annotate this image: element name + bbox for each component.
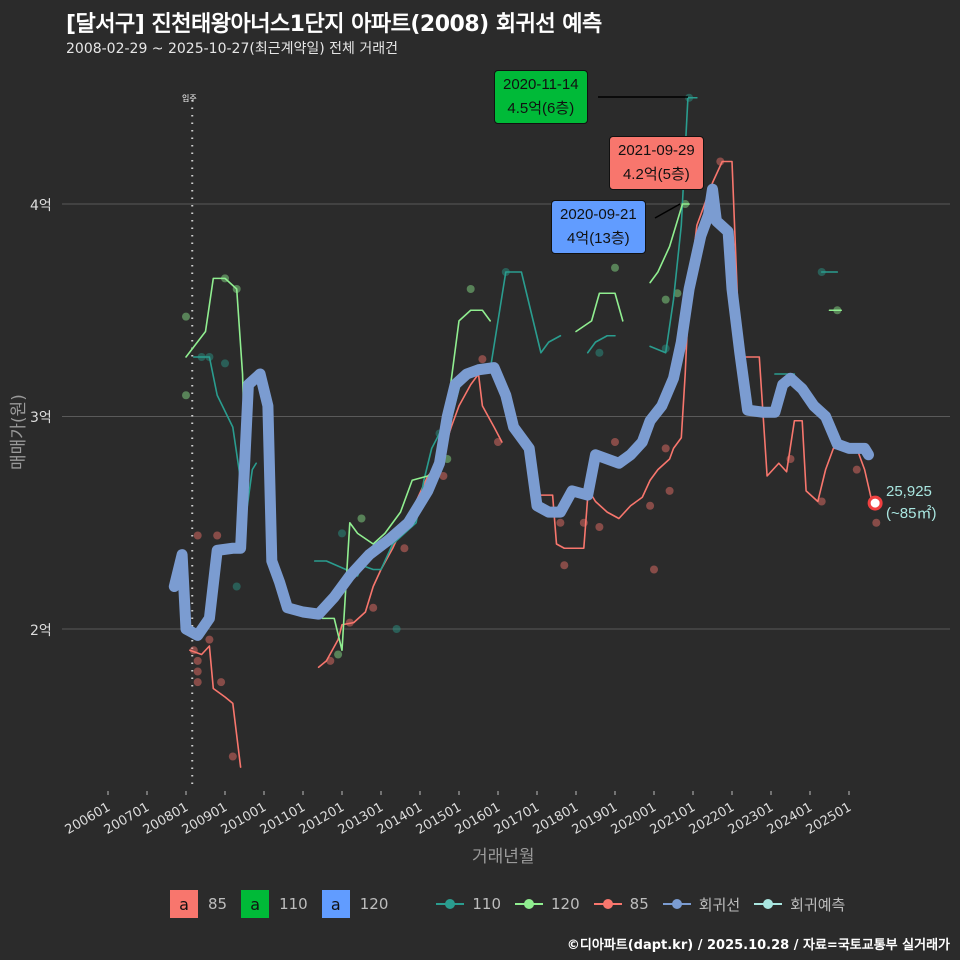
data-point	[560, 561, 569, 570]
legend-label-110: 110	[279, 895, 308, 913]
legend-label-forecast: 회귀예측	[790, 895, 846, 914]
data-point	[213, 531, 222, 540]
legend-box-120: a	[321, 890, 350, 918]
legend-box-110: a	[241, 890, 270, 918]
legend-line-label-110: 110	[472, 895, 502, 913]
data-point	[193, 656, 202, 665]
forecast-point	[867, 495, 883, 511]
legend-regression-icon	[662, 897, 691, 911]
data-point	[439, 472, 448, 480]
data-point	[611, 438, 619, 446]
data-point	[228, 752, 237, 761]
data-point	[611, 263, 619, 272]
data-point	[400, 544, 409, 553]
data-point	[205, 635, 214, 644]
series-line	[189, 645, 242, 768]
legend-label-120: 120	[359, 895, 389, 913]
forecast-unit: (~85㎡)	[886, 505, 937, 522]
series-line	[185, 277, 248, 513]
series-line	[489, 271, 562, 371]
data-point	[478, 355, 487, 364]
data-point	[334, 650, 343, 659]
forecast-end-label: 25,925 (~85㎡)	[886, 481, 936, 525]
annotation-120: 2020-09-21 4억(13층)	[551, 200, 646, 254]
data-point	[817, 497, 826, 506]
data-point	[595, 523, 604, 531]
legend-line-120-icon	[515, 897, 544, 911]
legend-label-85: 85	[208, 895, 228, 913]
y-tick-3: 3억	[30, 410, 52, 426]
data-point	[193, 531, 202, 540]
forecast-value: 25,925	[886, 483, 932, 500]
source-caption: ©디아파트(dapt.kr) / 2025.10.28 / 자료=국토교통부 실…	[566, 938, 950, 953]
data-point	[673, 289, 682, 298]
data-point	[595, 348, 604, 357]
data-point	[646, 501, 655, 510]
data-point	[193, 667, 202, 676]
data-point	[369, 603, 378, 612]
legend-line-85-icon	[593, 897, 622, 911]
series-line	[649, 96, 698, 354]
data-point	[221, 359, 229, 368]
data-point	[556, 518, 565, 527]
series-line	[168, 183, 874, 641]
annotation-date: 2020-09-21	[560, 206, 637, 223]
data-point	[716, 157, 725, 166]
series-line	[586, 334, 616, 354]
annotation-date: 2021-09-29	[618, 142, 695, 159]
legend-line-110-icon	[436, 897, 465, 911]
y-axis-label: 매매가(원)	[9, 394, 29, 470]
move-in-label: 입주	[182, 94, 197, 103]
legend-label-regression: 회귀선	[698, 895, 741, 914]
data-point	[193, 678, 202, 687]
annotation-110: 2020-11-14 4.5억(6층)	[494, 70, 588, 124]
data-point	[217, 678, 226, 687]
annotation-date: 2020-11-14	[503, 76, 579, 93]
series-line	[575, 292, 624, 333]
chart-title: [달서구] 진천태왕아너스1단지 아파트(2008) 회귀선 예측	[66, 12, 602, 37]
annotation-value: 4억(13층)	[567, 230, 630, 247]
series-line	[321, 309, 492, 652]
series-line	[649, 203, 690, 284]
data-point	[338, 529, 346, 538]
legend-line-label-120: 120	[551, 895, 580, 913]
data-point	[232, 582, 241, 591]
chart-subtitle: 2008-02-29 ~ 2025-10-27(최근계약일) 전체 거래건	[66, 41, 398, 57]
data-point	[872, 518, 881, 527]
series-line	[193, 356, 258, 513]
data-point	[661, 295, 670, 304]
data-point	[357, 514, 366, 523]
data-point	[650, 565, 658, 574]
data-point	[182, 312, 190, 321]
annotation-value: 4.2억(5층)	[622, 166, 690, 183]
legend: a 85 a 110 a 120 110 120 85 회귀선 회귀예측	[170, 890, 859, 918]
data-point	[392, 625, 401, 633]
data-point	[182, 391, 190, 400]
data-point	[466, 285, 475, 293]
y-tick-2: 2억	[30, 623, 52, 639]
data-point	[665, 486, 674, 495]
data-point	[852, 465, 861, 474]
data-point	[661, 444, 670, 453]
y-tick-4: 4억	[30, 198, 52, 214]
annotation-value: 4.5억(6층)	[507, 100, 575, 117]
legend-line-label-85: 85	[629, 895, 649, 913]
legend-box-85: a	[170, 890, 198, 918]
x-axis-label: 거래년월	[472, 847, 535, 867]
annotation-85: 2021-09-29 4.2억(5층)	[609, 136, 704, 190]
legend-forecast-icon	[754, 897, 783, 911]
